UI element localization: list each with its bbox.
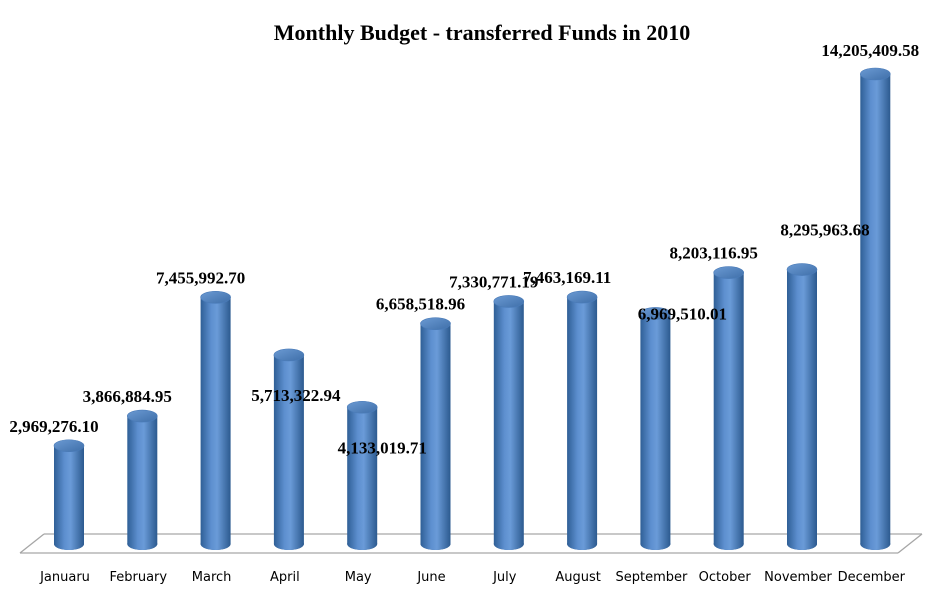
bar-top xyxy=(713,266,745,279)
bar-october xyxy=(713,266,745,550)
x-tick-label: February xyxy=(109,570,167,585)
x-tick-label: March xyxy=(192,570,232,585)
bar-bottom-curve xyxy=(127,544,158,550)
x-tick-label: April xyxy=(270,570,300,585)
data-label: 14,205,409.58 xyxy=(821,41,919,60)
x-axis-tick-labels: Januaru February March April May June July Augu… xyxy=(39,570,906,585)
floor-right-edge xyxy=(897,533,923,554)
data-label: 8,203,116.95 xyxy=(670,244,758,263)
bar-top xyxy=(493,295,525,308)
bar-december xyxy=(859,67,891,550)
bar-body xyxy=(860,74,891,544)
bar-bottom-curve xyxy=(567,544,598,550)
data-label: 7,330,771.19 xyxy=(449,272,538,291)
data-label: 4,133,019.71 xyxy=(338,438,427,457)
x-tick-label: December xyxy=(838,570,906,585)
bar-body xyxy=(200,297,231,544)
bar-march xyxy=(200,291,231,550)
bar-april xyxy=(273,348,305,550)
bar-bottom-curve xyxy=(273,544,304,550)
chart-floor xyxy=(19,533,923,554)
chart-title: Monthly Budget - transferred Funds in 20… xyxy=(274,20,690,45)
bar-may xyxy=(346,400,378,550)
bar-bottom-curve xyxy=(420,544,451,550)
data-label: 5,713,322.94 xyxy=(251,386,341,405)
data-label: 7,455,992.70 xyxy=(156,268,245,287)
bar-bottom-curve xyxy=(640,544,671,550)
x-tick-label: May xyxy=(345,570,372,585)
bar-top xyxy=(273,348,305,362)
data-labels-group: 2,969,276.10 3,866,884.95 7,455,992.70 5,71… xyxy=(9,41,919,457)
bar-top xyxy=(859,67,891,81)
x-tick-label: September xyxy=(615,570,688,585)
x-tick-label: June xyxy=(416,570,445,585)
x-tick-label: October xyxy=(699,570,752,585)
bar-body xyxy=(493,301,524,544)
bar-body xyxy=(567,297,598,544)
bar-bottom-curve xyxy=(860,544,891,550)
bar-top xyxy=(566,290,598,304)
bar-body xyxy=(127,416,158,544)
x-tick-label: November xyxy=(764,570,832,585)
data-label: 6,658,518.96 xyxy=(376,295,465,314)
bars-group xyxy=(53,67,891,550)
bar-bottom-curve xyxy=(713,544,744,550)
bar-januaru xyxy=(53,439,85,550)
bar-july xyxy=(493,295,525,550)
bar-august xyxy=(566,290,598,550)
bar-top xyxy=(346,400,378,414)
bar-bottom-curve xyxy=(787,544,817,550)
bar-body xyxy=(347,407,378,544)
bar-body xyxy=(713,272,744,544)
x-tick-label: Januaru xyxy=(39,570,90,585)
bar-bottom-curve xyxy=(200,544,231,550)
data-label: 6,969,510.01 xyxy=(638,304,727,323)
bar-top xyxy=(786,263,818,276)
bar-body xyxy=(787,269,817,544)
bar-bottom-curve xyxy=(493,544,524,550)
bar-top xyxy=(640,307,671,320)
bar-june xyxy=(420,317,451,550)
bar-bottom-curve xyxy=(347,544,378,550)
bar-top xyxy=(420,317,451,330)
bar-body xyxy=(54,445,84,544)
bar-top xyxy=(127,409,158,423)
bar-top xyxy=(53,439,85,453)
data-label: 2,969,276.10 xyxy=(9,417,98,436)
bar-february xyxy=(127,409,158,550)
bar-september xyxy=(640,307,671,550)
data-label: 8,295,963.68 xyxy=(780,221,869,240)
x-tick-label: August xyxy=(555,570,601,585)
floor-left-edge xyxy=(19,533,45,554)
bar-body xyxy=(640,313,671,544)
bar-body xyxy=(273,354,304,544)
bar-body xyxy=(420,323,451,544)
bar-top xyxy=(200,291,231,304)
data-label: 7,463,169.11 xyxy=(523,268,611,287)
bar-november xyxy=(786,263,818,550)
bar-bottom-curve xyxy=(54,544,84,550)
data-label: 3,866,884.95 xyxy=(83,387,172,406)
x-tick-label: July xyxy=(492,570,517,585)
